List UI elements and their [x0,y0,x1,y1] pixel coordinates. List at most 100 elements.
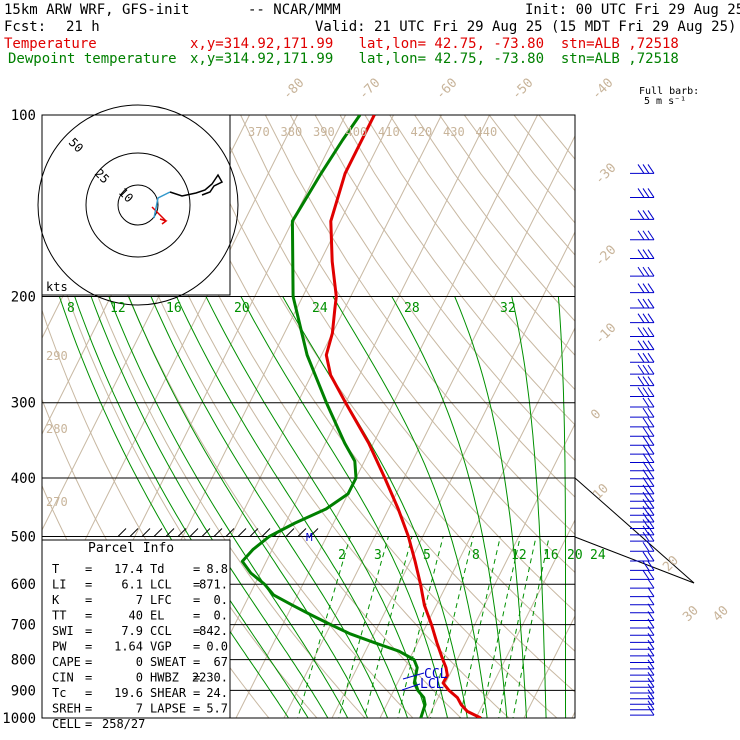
wind-barb-flag [647,578,655,589]
temperature-legend-info: x,y=314.92,171.99 lat,lon= 42.75, -73.80… [190,36,679,52]
dewpoint-legend-label: Dewpoint temperature [8,51,177,67]
isotherm-line [427,422,575,718]
wind-barb-flag [647,618,655,629]
theta-label: 410 [378,125,400,139]
wind-barb-flag [637,210,645,220]
isotherm-label: -10 [592,321,619,348]
dry-adiabat-line [240,115,575,574]
init-time: Init: 00 UTC Fri 29 Aug 25 [525,2,740,18]
wind-barb-flag [642,512,650,523]
dry-adiabat-line [339,115,575,426]
parcel-info-key: HWBZ [150,671,179,685]
wind-barb-flag [647,313,655,323]
dry-adiabat-line [140,115,558,718]
level-hatch [129,528,139,537]
wind-barb-flag [647,531,655,542]
parcel-info-value: 842. [199,624,228,638]
moist-adiabat-line [585,297,597,731]
dry-adiabat-line [42,115,366,718]
mixing-ratio-label: 12 [511,548,527,563]
wind-barb-flag [647,700,655,711]
wind-barb-flag [647,477,655,487]
parcel-info-equals: = [85,655,92,669]
dry-adiabat-line [389,115,575,356]
wind-barb-flag [647,653,655,663]
wind-barb-flag [647,512,655,523]
wind-barb-flag [647,453,655,463]
moist-adiabat-line [511,296,547,718]
parcel-info-frame [41,539,231,719]
parcel-info-equals: = [85,702,92,716]
moist-adiabat-line [454,296,528,718]
wind-barb-flag [642,313,650,323]
level-hatch [141,528,151,537]
parcel-info-value: 7 [136,702,143,716]
mixing-ratio-label: 20 [567,548,583,563]
theta-label: 430 [443,125,465,139]
theta-label: 420 [411,125,433,139]
parcel-info-equals: = [85,640,92,654]
parcel-info-equals: = [85,562,92,576]
wind-barb-flag [647,376,655,386]
wind-barb-flag [642,531,650,542]
wind-barb-flag [637,352,645,363]
wind-barb-flag [637,298,645,309]
parcel-info-key: TT [52,609,66,623]
dry-adiabat-line [439,115,575,289]
theta-label: 280 [46,422,68,436]
dry-adiabat-line [414,115,575,322]
wind-barb-flag [647,525,655,536]
parcel-info-value: 0.0 [206,640,228,654]
parcel-info-key: EL [150,609,164,623]
pressure-tick-label: 700 [11,618,36,634]
isotherm-label: 40 [710,603,732,625]
wind-barb-flag [647,444,655,455]
parcel-info-key: SWI [52,624,74,638]
wind-barb-flag [642,352,650,363]
dry-adiabat-line [215,115,575,613]
parcel-info-equals: = [85,624,92,638]
wind-barb-flag [642,298,650,309]
wind-barb-flag [647,541,655,552]
mixing-ratio-line [512,536,550,718]
dry-adiabat-line [289,115,575,498]
parcel-info-equals: = [193,671,200,685]
wind-barb-flag [647,683,655,694]
parcel-info-key: Td [150,562,164,576]
profile-lines [240,115,482,718]
theta-label: 370 [248,125,270,139]
theta-label: 400 [346,125,368,139]
fcst-label: Fcst: [4,19,47,35]
wind-barb-flag [642,364,650,375]
wind-barb-flag [642,407,650,418]
isotherm-label: -50 [509,76,536,103]
wind-barb-flag [642,570,650,580]
parcel-info-value: 67 [214,655,228,669]
level-hatch [285,528,295,537]
theta-label: 270 [46,495,68,509]
wind-barb-flag [647,397,655,408]
mixing-ratio-label: 20 [234,301,250,316]
temperature-legend-label: Temperature [4,36,97,52]
wind-barb-flag [642,417,650,428]
isotherm-line [235,115,538,718]
dry-adiabat-line [488,115,575,224]
parcel-info-key: CIN [52,671,74,685]
mixing-ratio-line [363,536,413,718]
parcel-info-equals: = [85,717,92,731]
moist-adiabat-line [90,296,329,718]
valid-time: Valid: 21 UTC Fri 29 Aug 25 (15 MDT Fri … [315,19,737,35]
parcel-info-key: CCL [150,624,172,638]
wind-barb-flag [647,505,655,516]
dry-adiabat-line [538,115,575,160]
isotherm-label: -80 [280,76,307,103]
parcel-info-value: 19.6 [114,686,143,700]
parcel-info-equals: = [193,624,200,638]
lcl-marker-line [401,683,421,691]
wind-barb-flag [647,298,655,309]
isotherm-line [475,518,575,718]
dry-adiabat-line [115,115,510,718]
isotherm-label: -40 [589,76,616,103]
wind-barb-flag [647,561,655,571]
